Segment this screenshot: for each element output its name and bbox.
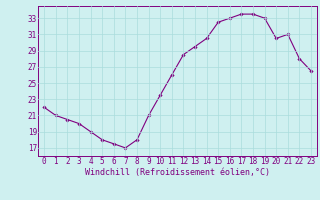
X-axis label: Windchill (Refroidissement éolien,°C): Windchill (Refroidissement éolien,°C) bbox=[85, 168, 270, 177]
